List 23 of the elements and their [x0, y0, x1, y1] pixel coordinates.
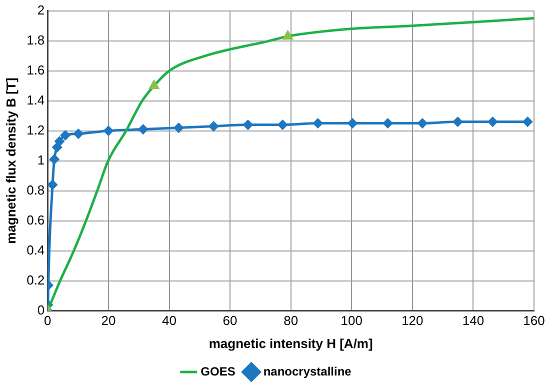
- x-tick-label: 120: [402, 313, 424, 328]
- y-tick-label: 1.6: [26, 62, 45, 78]
- x-tick-label: 160: [523, 313, 545, 328]
- y-tick-label: 0.2: [26, 272, 45, 288]
- y-tick-label: 1: [37, 152, 45, 168]
- y-tick-label: 1.4: [26, 92, 45, 108]
- y-tick-label: 1.8: [26, 32, 45, 48]
- y-axis-title: magnetic flux density B [T]: [3, 78, 18, 244]
- y-tick-label: 0.8: [26, 182, 45, 198]
- legend-label: nanocrystalline: [263, 364, 352, 378]
- x-tick-label: 140: [462, 313, 484, 328]
- x-tick-label: 100: [340, 313, 362, 328]
- x-tick-label: 20: [101, 313, 116, 328]
- y-tick-label: 2: [37, 2, 45, 18]
- y-tick-label: 0: [37, 302, 45, 318]
- x-tick-label: 80: [284, 313, 298, 328]
- y-tick-label: 0.6: [26, 212, 45, 228]
- x-axis-title: magnetic intensity H [A/m]: [208, 336, 373, 351]
- y-tick-label: 1.2: [26, 122, 45, 138]
- x-tick-label: 60: [222, 313, 238, 328]
- y-tick-label: 0.4: [26, 242, 45, 258]
- legend-label: GOES: [200, 364, 236, 378]
- x-tick-label: 40: [162, 313, 176, 328]
